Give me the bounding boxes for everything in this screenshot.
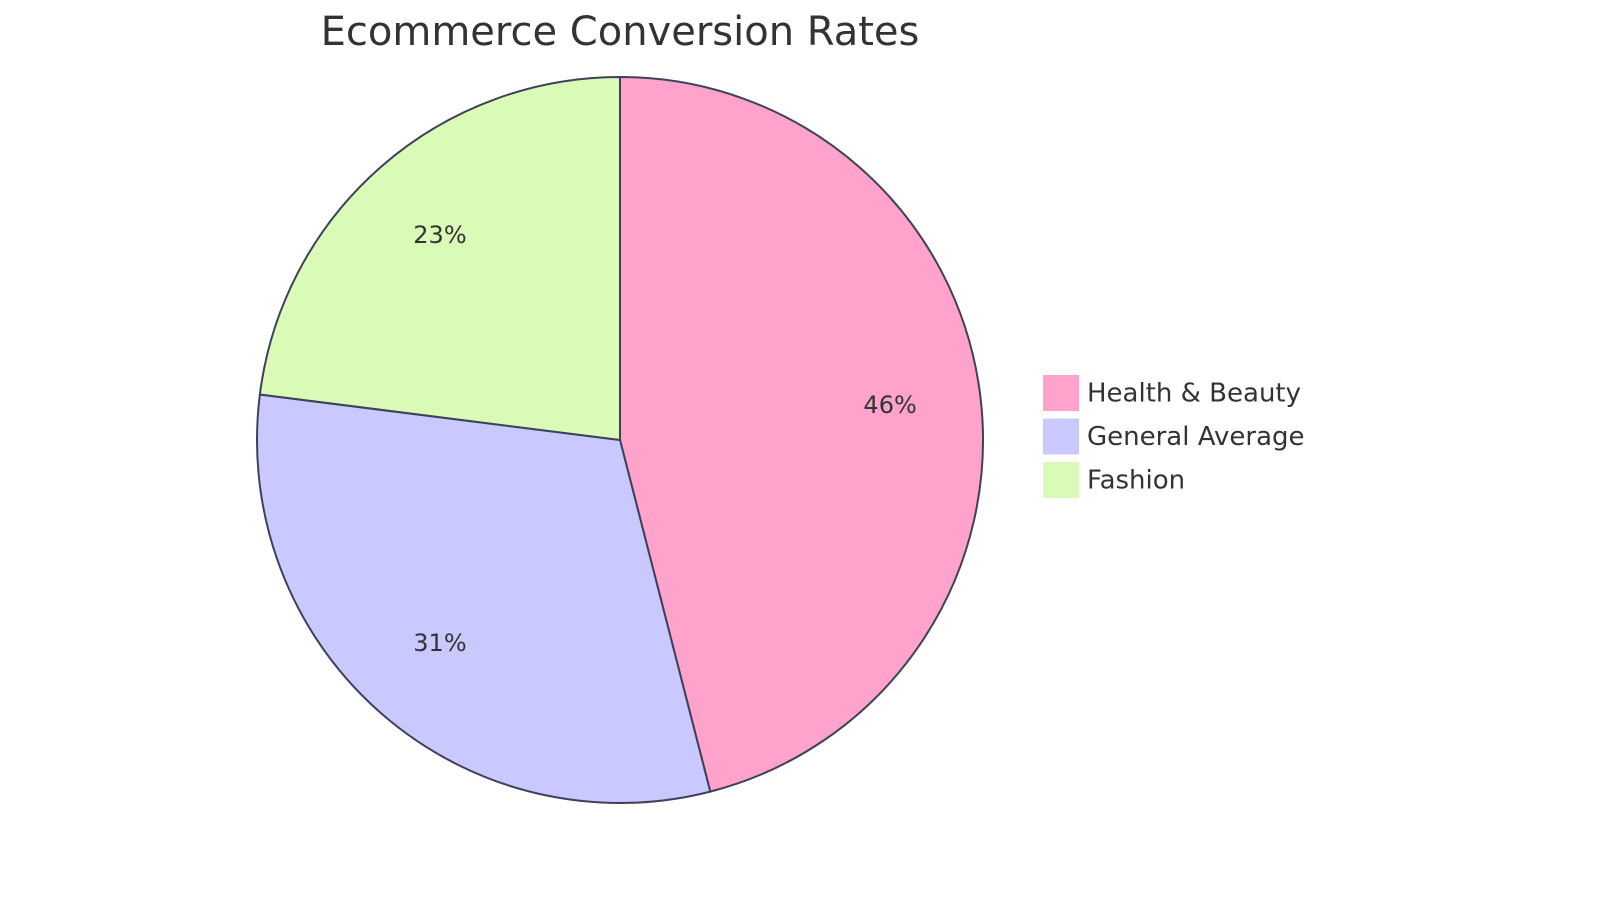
pie-slice [619, 75, 984, 793]
legend-swatch [1043, 418, 1079, 455]
slice-label: 46% [863, 391, 916, 419]
legend-swatch [1043, 375, 1079, 411]
slice-label: 23% [413, 221, 466, 249]
legend-label: Fashion [1087, 466, 1185, 496]
slice-label: 31% [413, 629, 466, 657]
legend-swatch [1043, 462, 1079, 498]
pie-slice [256, 393, 712, 804]
pie-slice [258, 75, 621, 442]
chart-title: Ecommerce Conversion Rates [321, 9, 920, 55]
legend-label: Health & Beauty [1087, 379, 1301, 409]
legend-label: General Average [1087, 422, 1305, 452]
